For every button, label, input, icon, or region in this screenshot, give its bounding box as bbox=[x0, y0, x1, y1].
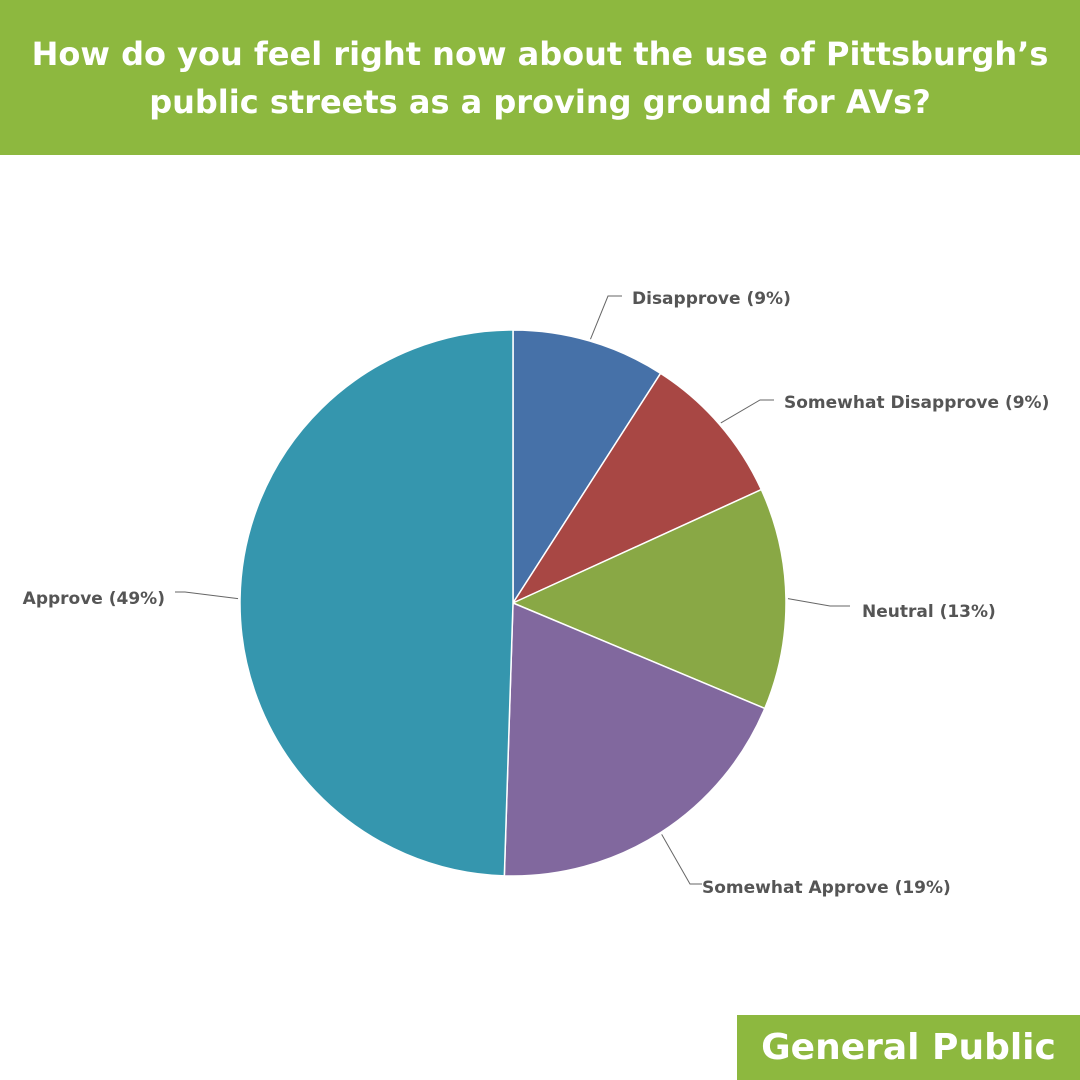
audience-badge-label: General Public bbox=[761, 1027, 1056, 1068]
chart-title-line-1: How do you feel right now about the use … bbox=[31, 34, 1049, 73]
data-label-approve: Approve (49%) bbox=[23, 589, 165, 609]
pie-slice-somewhat-disapprove bbox=[510, 372, 763, 605]
pie-slice-disapprove bbox=[512, 329, 662, 606]
pie-slice-neutral bbox=[511, 488, 787, 710]
audience-badge: General Public bbox=[737, 1015, 1080, 1080]
data-label-neutral: Neutral (13%) bbox=[862, 602, 996, 622]
leader-line-somewhat-disapprove bbox=[720, 399, 774, 424]
pie-slice-approve bbox=[239, 329, 514, 877]
pie-slice-somewhat-approve bbox=[503, 601, 766, 877]
data-label-somewhat-approve: Somewhat Approve (19%) bbox=[702, 878, 951, 898]
leader-line-neutral bbox=[787, 598, 850, 607]
chart-title: How do you feel right now about the use … bbox=[20, 30, 1060, 126]
data-labels: Disapprove (9%) Somewhat Disapprove (9%) N… bbox=[23, 289, 1050, 898]
title-banner: How do you feel right now about the use … bbox=[0, 0, 1080, 155]
leader-line-approve bbox=[175, 591, 239, 600]
data-label-disapprove: Disapprove (9%) bbox=[632, 289, 791, 309]
leader-line-disapprove bbox=[590, 295, 622, 340]
label-leader-lines bbox=[175, 295, 850, 885]
data-label-somewhat-disapprove: Somewhat Disapprove (9%) bbox=[784, 393, 1049, 413]
pie-slices bbox=[239, 329, 787, 877]
leader-line-somewhat-approve bbox=[661, 834, 702, 885]
chart-title-line-2: public streets as a proving ground for A… bbox=[149, 82, 931, 121]
